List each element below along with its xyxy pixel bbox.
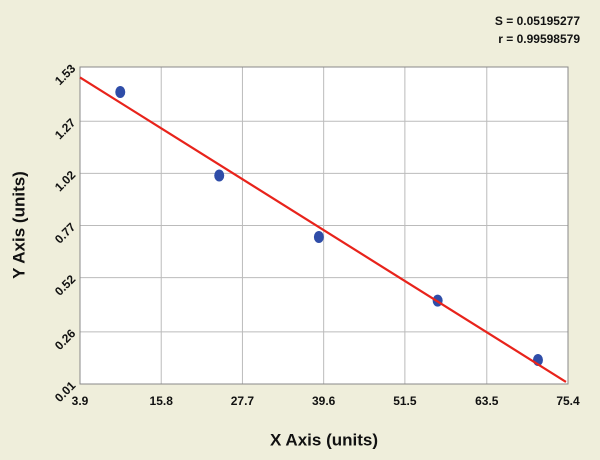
annotation: r = 0.99598579	[498, 32, 580, 46]
x-tick-label: 27.7	[231, 394, 255, 408]
x-tick-label: 51.5	[393, 394, 417, 408]
y-axis-label: Y Axis (units)	[9, 171, 28, 279]
annotation: S = 0.05195277	[495, 14, 580, 28]
x-axis-label: X Axis (units)	[270, 430, 378, 449]
x-tick-label: 63.5	[475, 394, 499, 408]
data-point	[115, 86, 126, 99]
x-tick-label: 3.9	[72, 394, 89, 408]
x-tick-label: 75.4	[556, 394, 580, 408]
data-point	[214, 169, 225, 182]
fit-line	[79, 76, 567, 383]
x-tick-label: 15.8	[150, 394, 174, 408]
x-tick-label: 39.6	[312, 394, 336, 408]
plot-border	[79, 66, 569, 385]
data-point	[313, 230, 324, 243]
